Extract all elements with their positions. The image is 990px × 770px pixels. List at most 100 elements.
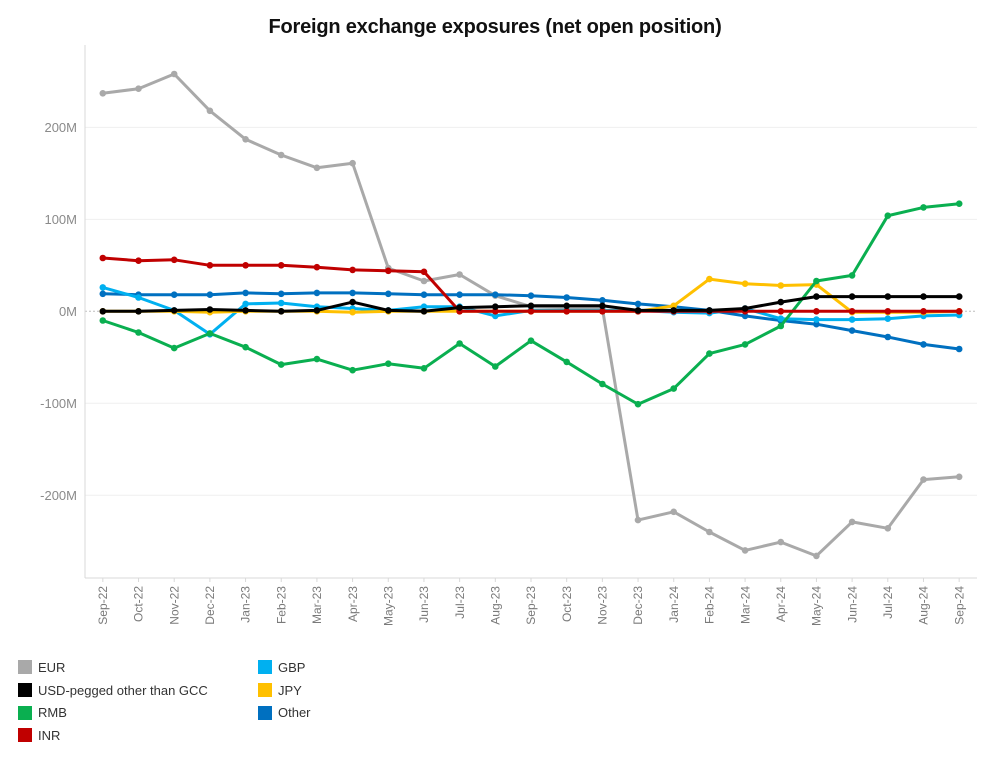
data-point-other xyxy=(884,333,892,341)
data-point-usd-pegged-other-than-gcc xyxy=(563,302,570,310)
data-point-eur xyxy=(456,271,463,278)
x-tick-label: Jul-23 xyxy=(453,586,467,619)
data-point-usd-pegged-other-than-gcc xyxy=(741,305,749,312)
data-point-gbp xyxy=(848,316,856,323)
data-point-eur xyxy=(206,107,214,115)
x-tick-label: Jan-24 xyxy=(667,586,681,623)
legend-item-usd-pegged-other-than-gcc[interactable]: USD-pegged other than GCC xyxy=(18,679,258,702)
legend-label: INR xyxy=(38,727,61,743)
data-point-gbp xyxy=(884,315,892,323)
data-point-eur xyxy=(920,476,927,483)
data-point-eur xyxy=(170,70,178,78)
legend-swatch-rmb xyxy=(18,705,32,720)
data-point-usd-pegged-other-than-gcc xyxy=(313,307,321,314)
data-point-inr xyxy=(99,254,107,262)
x-tick-label: Jun-24 xyxy=(845,586,859,623)
legend-item-rmb[interactable]: RMB xyxy=(18,701,258,724)
data-point-inr xyxy=(385,267,392,275)
data-point-inr xyxy=(884,308,892,315)
data-point-eur xyxy=(670,508,677,516)
x-tick-label: Aug-23 xyxy=(489,586,503,625)
x-tick-label: Feb-24 xyxy=(703,586,717,624)
legend-item-eur[interactable]: EUR xyxy=(18,656,258,679)
data-point-other xyxy=(492,291,499,299)
data-point-other xyxy=(242,289,249,297)
data-point-rmb xyxy=(706,350,713,357)
data-point-other xyxy=(99,290,107,298)
data-point-usd-pegged-other-than-gcc xyxy=(777,298,785,306)
x-tick-label: Mar-24 xyxy=(738,586,752,624)
legend-item-other[interactable]: Other xyxy=(258,701,418,724)
data-point-usd-pegged-other-than-gcc xyxy=(170,307,178,314)
data-point-usd-pegged-other-than-gcc xyxy=(242,307,249,314)
data-point-rmb xyxy=(920,204,927,211)
data-point-eur xyxy=(777,538,785,546)
x-axis-ticks: Sep-22 Oct-22 Nov-22 Dec-22 Jan-23 Feb-23 Mar-… xyxy=(96,578,966,626)
legend-swatch-eur xyxy=(18,660,32,675)
x-tick-label: Sep-23 xyxy=(524,586,538,625)
series-rmb xyxy=(99,200,963,408)
data-point-inr xyxy=(527,308,535,315)
data-point-rmb xyxy=(206,330,214,337)
data-point-usd-pegged-other-than-gcc xyxy=(599,302,606,310)
series-eur xyxy=(99,70,963,560)
data-point-inr xyxy=(277,262,285,269)
data-point-inr xyxy=(206,262,214,269)
data-point-inr xyxy=(420,268,428,276)
data-point-usd-pegged-other-than-gcc xyxy=(206,306,214,313)
data-point-usd-pegged-other-than-gcc xyxy=(492,303,499,311)
data-point-gbp xyxy=(813,316,820,323)
data-point-other xyxy=(420,291,428,299)
line-chart: 200M 100M 0M -100M -200M Sep-22 Oct-22 Nov-22 D… xyxy=(40,45,977,626)
data-point-eur xyxy=(813,552,820,560)
legend-swatch-gbp xyxy=(258,660,272,675)
data-point-jpy xyxy=(777,282,785,289)
data-point-rmb xyxy=(349,366,356,374)
data-point-inr xyxy=(920,308,927,315)
x-tick-label: Dec-23 xyxy=(631,586,645,625)
data-point-rmb xyxy=(385,360,392,368)
x-tick-label: Nov-23 xyxy=(596,586,610,625)
data-point-rmb xyxy=(313,355,321,363)
x-tick-label: Feb-23 xyxy=(274,586,288,624)
legend-swatch-other xyxy=(258,705,272,720)
legend-swatch-jpy xyxy=(258,683,272,698)
legend-label: Other xyxy=(278,705,311,721)
data-point-gbp xyxy=(135,294,142,301)
data-point-gbp xyxy=(492,312,499,320)
data-point-usd-pegged-other-than-gcc xyxy=(884,293,892,300)
legend-item-inr[interactable]: INR xyxy=(18,724,258,747)
data-point-inr xyxy=(170,256,178,264)
data-point-inr xyxy=(813,308,820,315)
data-point-usd-pegged-other-than-gcc xyxy=(634,307,642,314)
data-point-rmb xyxy=(456,340,463,347)
data-point-usd-pegged-other-than-gcc xyxy=(670,307,677,314)
data-point-inr xyxy=(955,308,963,315)
data-point-other xyxy=(206,291,214,299)
x-tick-label: Sep-24 xyxy=(952,586,966,625)
x-tick-label: Oct-23 xyxy=(560,586,574,622)
data-point-usd-pegged-other-than-gcc xyxy=(420,308,428,315)
data-point-usd-pegged-other-than-gcc xyxy=(135,308,142,315)
data-point-rmb xyxy=(563,358,570,366)
y-tick-label: -200M xyxy=(40,488,77,503)
data-point-eur xyxy=(741,547,749,554)
legend-swatch-usd-pegged-other-than-gcc xyxy=(18,683,32,698)
data-point-other xyxy=(741,312,749,320)
data-point-inr xyxy=(349,266,356,274)
data-point-eur xyxy=(99,90,107,97)
legend: EUR USD-pegged other than GCC RMB INR GBP JPY… xyxy=(18,656,418,747)
data-point-other xyxy=(920,341,927,348)
data-point-rmb xyxy=(599,380,606,388)
legend-item-jpy[interactable]: JPY xyxy=(258,679,418,702)
data-point-other xyxy=(563,294,570,301)
data-point-gbp xyxy=(99,284,107,291)
data-point-jpy xyxy=(670,302,677,310)
x-tick-label: Jul-24 xyxy=(881,586,895,619)
data-point-eur xyxy=(420,277,428,285)
data-point-usd-pegged-other-than-gcc xyxy=(706,307,713,314)
x-tick-label: Aug-24 xyxy=(917,586,931,625)
data-point-jpy xyxy=(741,280,749,288)
x-tick-label: Apr-24 xyxy=(774,586,788,622)
legend-item-gbp[interactable]: GBP xyxy=(258,656,418,679)
